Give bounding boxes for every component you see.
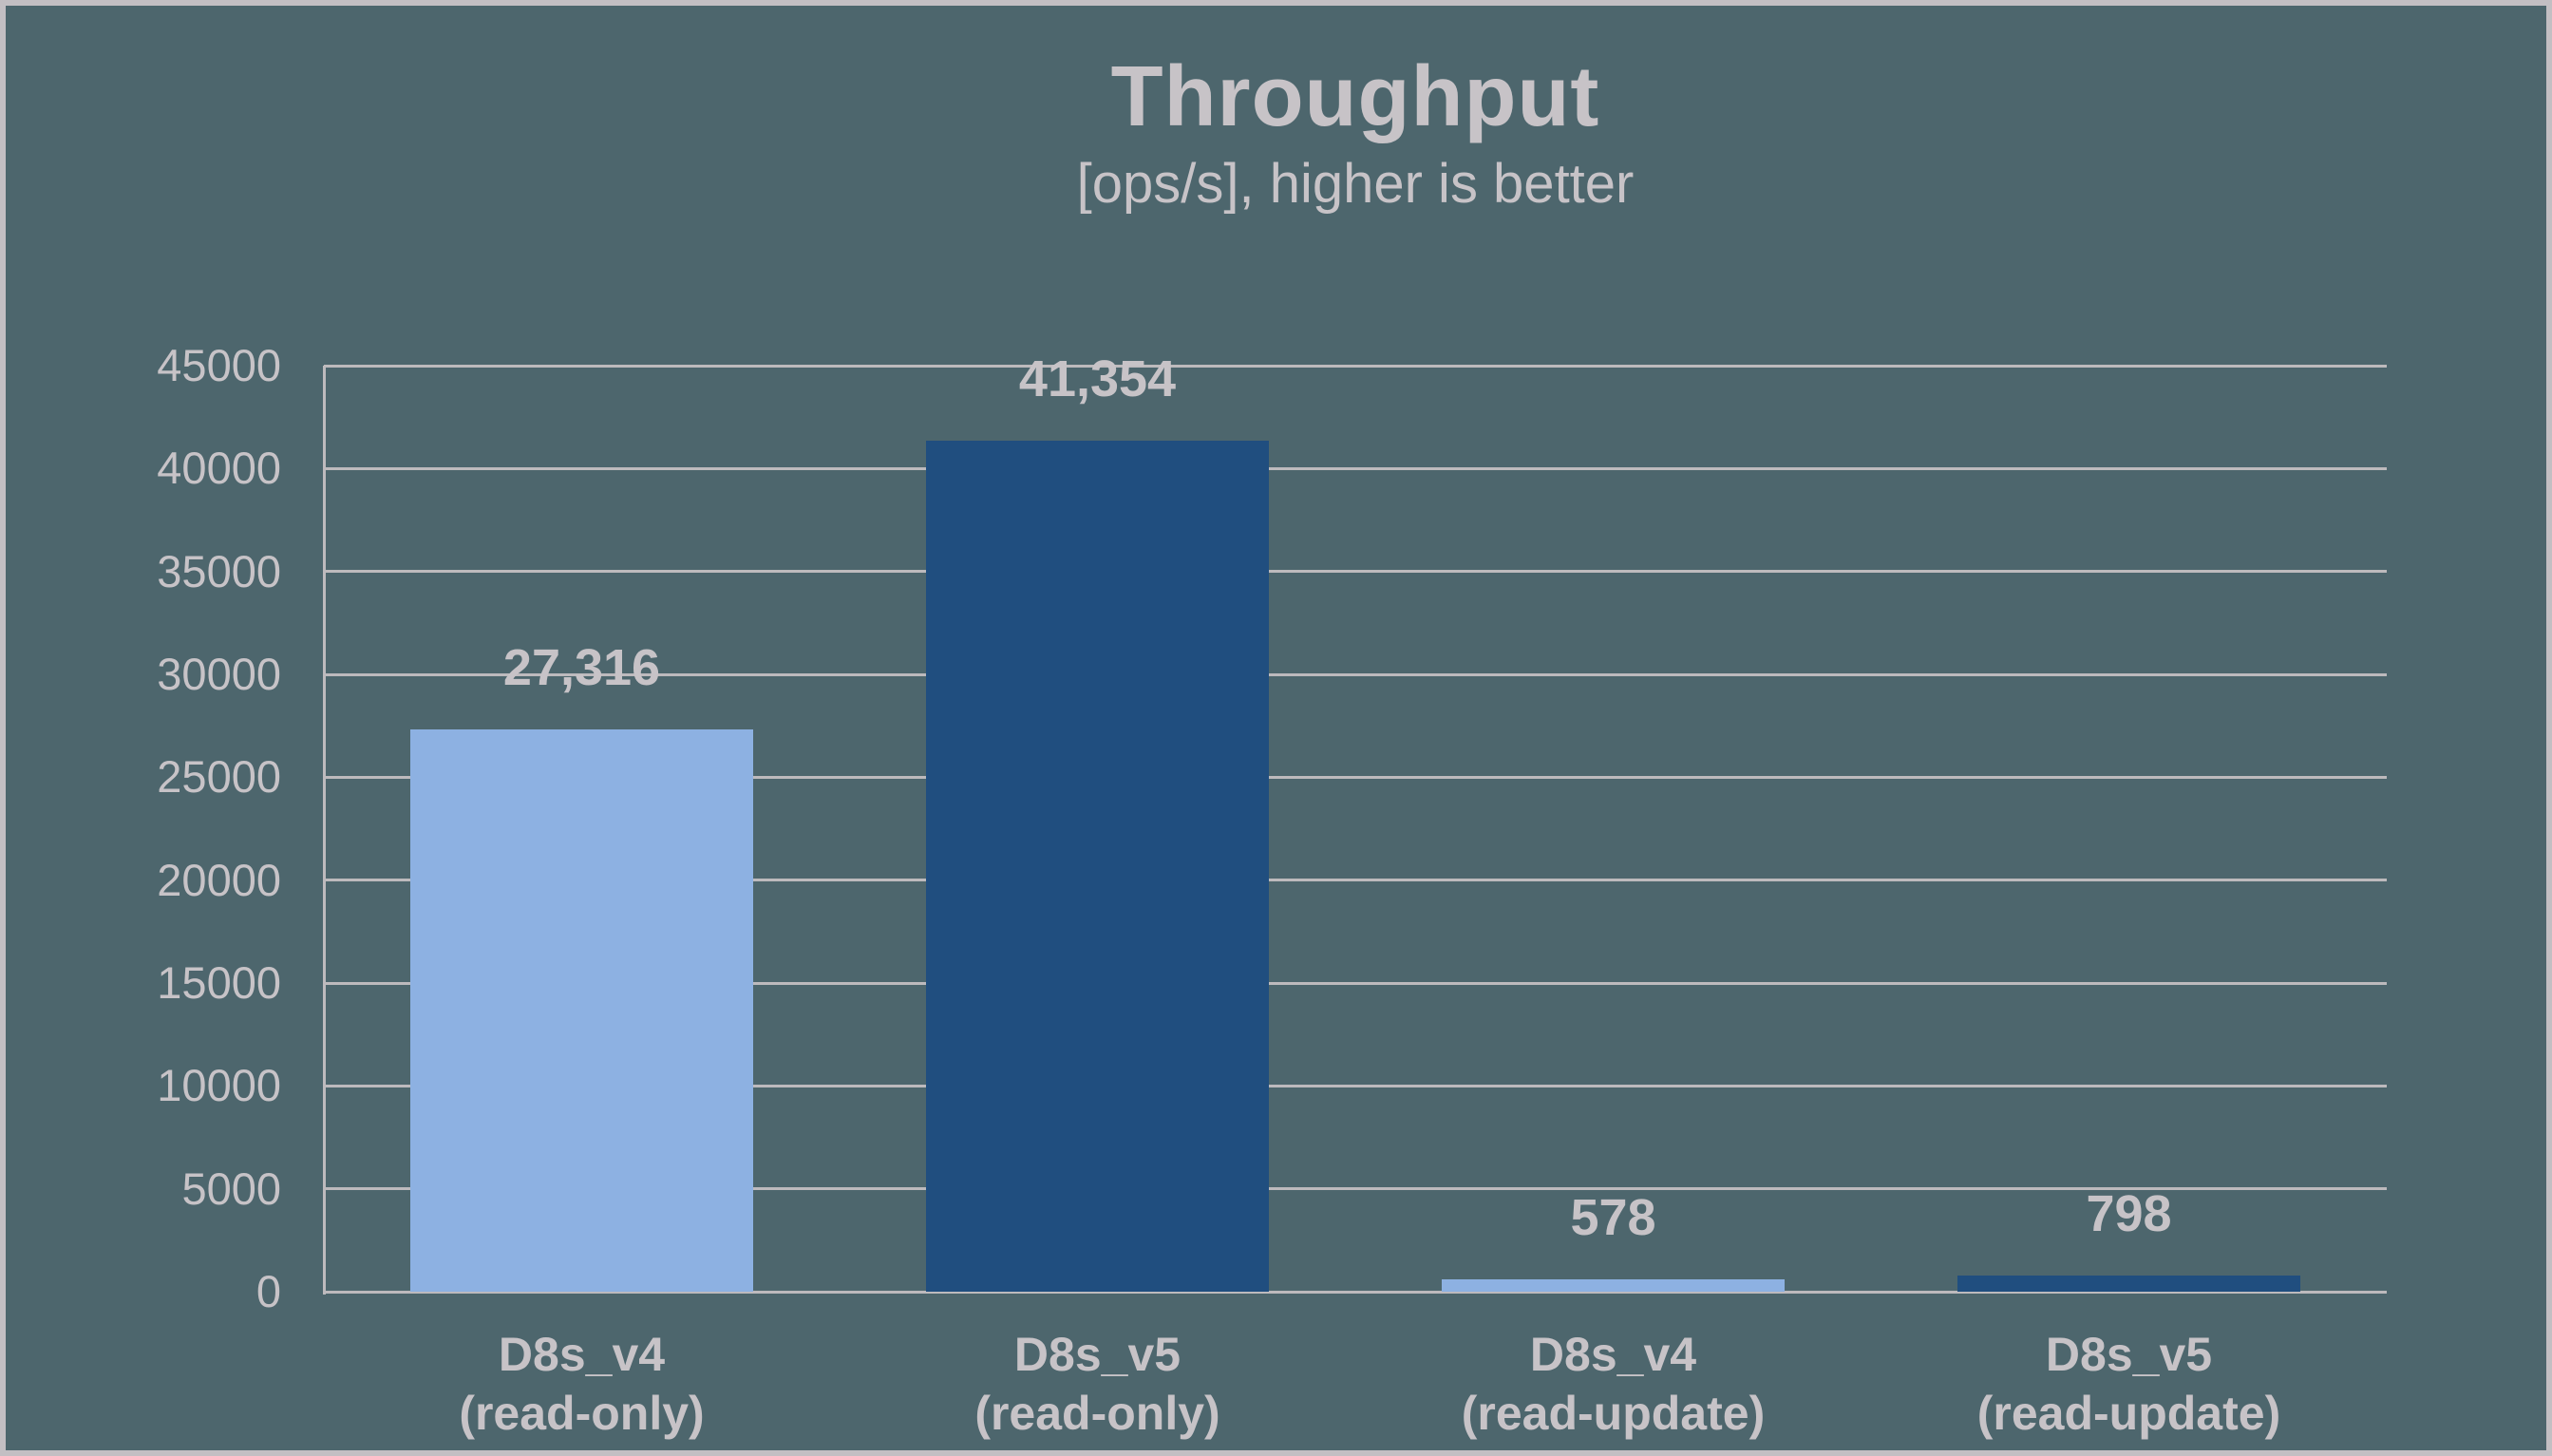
x-category-label-line2: (read-update)	[1461, 1387, 1766, 1440]
gridline-45000	[324, 364, 2387, 368]
y-tick-label-20000: 20000	[157, 854, 281, 905]
y-tick-label-35000: 35000	[157, 545, 281, 596]
gridline-40000	[324, 466, 2387, 470]
y-tick-label-30000: 30000	[157, 649, 281, 699]
x-category-label-d8s-v5-read-only: D8s_v5 (read-only)	[840, 1325, 1355, 1443]
chart-subtitle: [ops/s], higher is better	[1076, 153, 1635, 215]
bar-value-label-d8s-v5-read-update: 798	[2086, 1185, 2172, 1242]
y-tick-label-10000: 10000	[157, 1060, 281, 1111]
x-category-label-line1: D8s_v4	[498, 1328, 666, 1381]
y-tick-label-40000: 40000	[157, 443, 281, 494]
bar-value-label-d8s-v5-read-only: 41,354	[1018, 350, 1177, 407]
bar-d8s-v5-read-update	[1957, 1276, 2300, 1292]
x-category-label-d8s-v4-read-only: D8s_v4 (read-only)	[324, 1325, 840, 1443]
bar-d8s-v4-read-only	[410, 729, 753, 1292]
gridline-5000	[324, 1187, 2387, 1191]
bar-value-label-d8s-v4-read-only: 27,316	[502, 639, 661, 696]
x-category-label-d8s-v5-read-update: D8s_v5 (read-update)	[1871, 1325, 2387, 1443]
gridline-15000	[324, 981, 2387, 985]
bar-d8s-v5-read-only	[926, 441, 1269, 1292]
x-category-label-line2: (read-only)	[459, 1387, 705, 1440]
chart-title: Throughput	[1110, 49, 1600, 144]
x-category-label-line2: (read-update)	[1976, 1387, 2281, 1440]
gridline-30000	[324, 672, 2387, 676]
x-category-label-d8s-v4-read-update: D8s_v4 (read-update)	[1355, 1325, 1871, 1443]
gridline-35000	[324, 570, 2387, 574]
x-category-label-line1: D8s_v5	[1013, 1328, 1181, 1381]
x-category-label-line1: D8s_v5	[2045, 1328, 2213, 1381]
bar-value-label-d8s-v4-read-update: 578	[1570, 1189, 1656, 1246]
x-category-label-line1: D8s_v4	[1529, 1328, 1697, 1381]
gridline-25000	[324, 775, 2387, 779]
y-tick-label-0: 0	[255, 1266, 281, 1316]
gridline-20000	[324, 879, 2387, 882]
y-tick-label-25000: 25000	[157, 751, 281, 803]
y-tick-label-5000: 5000	[181, 1163, 281, 1214]
y-tick-label-15000: 15000	[157, 957, 281, 1008]
gridline-10000	[324, 1084, 2387, 1087]
y-tick-label-45000: 45000	[157, 340, 281, 390]
y-axis-line	[322, 366, 326, 1295]
gridline-0	[324, 1290, 2387, 1294]
x-category-label-line2: (read-only)	[974, 1387, 1220, 1440]
bar-d8s-v4-read-update	[1442, 1279, 1785, 1292]
